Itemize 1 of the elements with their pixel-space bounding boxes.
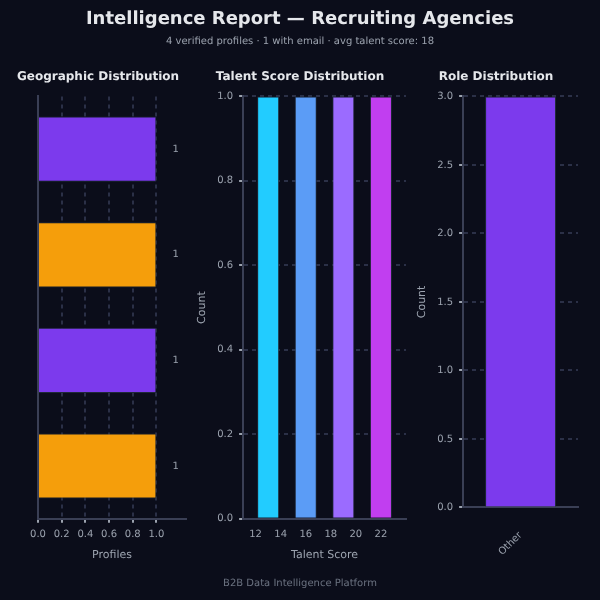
text: Intelligence Report — Recruiting Agencies xyxy=(83,10,517,30)
